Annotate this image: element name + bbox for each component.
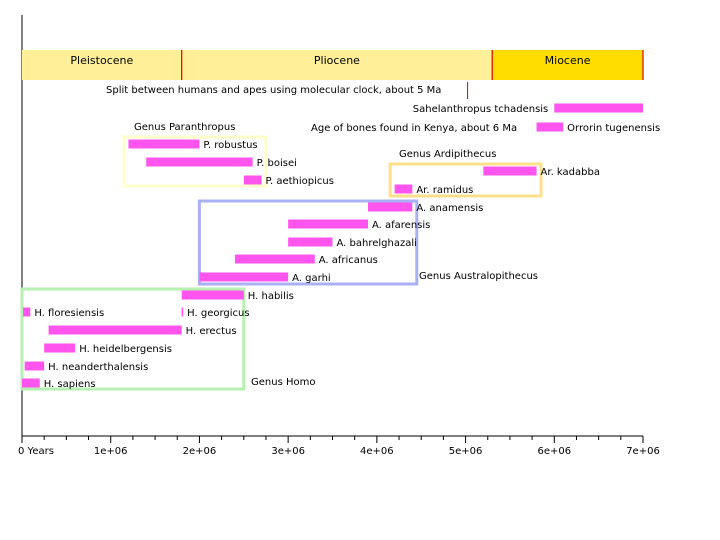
species-label-sahelanthropus-tchadensis: Sahelanthropus tchadensis — [413, 104, 548, 115]
species-label-h-sapiens: H. sapiens — [44, 379, 96, 390]
x-tick-label-7: 7e+06 — [626, 446, 660, 457]
species-bar-h-neanderthalensis — [24, 361, 45, 371]
epoch-band-pliocene — [181, 50, 493, 80]
species-bar-sahelanthropus-tchadensis — [554, 103, 643, 113]
species-bar-h-erectus — [48, 325, 182, 335]
species-bar-h-sapiens — [22, 378, 40, 388]
epoch-label-pleistocene: Pleistocene — [70, 54, 133, 67]
x-tick-label-3: 3e+06 — [271, 446, 305, 457]
annotation-kenya-bones: Age of bones found in Kenya, about 6 Ma — [311, 123, 517, 134]
species-label-p-aethiopicus: P. aethiopicus — [266, 176, 334, 187]
species-label-ar-kadabba: Ar. kadabba — [541, 167, 600, 178]
genus-box-genus-ardipithecus — [388, 162, 543, 198]
species-label-ar-ramidus: Ar. ramidus — [416, 185, 473, 196]
species-bar-h-georgicus — [181, 307, 184, 317]
species-bar-ar-ramidus — [394, 184, 413, 194]
species-bar-p-aethiopicus — [243, 175, 262, 185]
species-bar-a-anamensis — [367, 202, 413, 212]
species-label-p-boisei: P. boisei — [257, 158, 297, 169]
species-bar-a-bahrelghazali — [288, 237, 333, 247]
species-label-h-habilis: H. habilis — [248, 291, 294, 302]
species-label-h-georgicus: H. georgicus — [187, 308, 249, 319]
species-label-a-garhi: A. garhi — [292, 273, 331, 284]
x-tick-label-1: 1e+06 — [94, 446, 128, 457]
species-bar-orrorin-tugenensis — [536, 122, 564, 132]
epoch-band-miocene — [492, 50, 643, 80]
species-label-a-anamensis: A. anamensis — [416, 203, 483, 214]
genus-label-genus-paranthropus: Genus Paranthropus — [134, 122, 235, 133]
species-bar-a-garhi — [199, 272, 289, 282]
x-tick-label-5: 5e+06 — [449, 446, 483, 457]
species-bar-p-boisei — [146, 157, 253, 167]
x-tick-label-6: 6e+06 — [537, 446, 571, 457]
species-bar-h-habilis — [181, 290, 244, 300]
x-tick-label-0: 0 Years — [18, 446, 54, 457]
species-bar-a-africanus — [234, 254, 315, 264]
x-tick-label-2: 2e+06 — [183, 446, 217, 457]
species-label-a-africanus: A. africanus — [319, 255, 378, 266]
species-label-a-bahrelghazali: A. bahrelghazali — [337, 238, 417, 249]
epoch-label-pliocene: Pliocene — [314, 54, 360, 67]
species-label-h-floresiensis: H. floresiensis — [34, 308, 104, 319]
species-label-h-heidelbergensis: H. heidelbergensis — [79, 344, 172, 355]
species-bar-h-floresiensis — [23, 307, 31, 317]
genus-label-genus-australopithecus: Genus Australopithecus — [419, 271, 538, 282]
x-tick-label-4: 4e+06 — [360, 446, 394, 457]
species-label-h-neanderthalensis: H. neanderthalensis — [48, 362, 148, 373]
species-label-a-afarensis: A. afarensis — [372, 220, 430, 231]
species-bar-h-heidelbergensis — [44, 343, 76, 353]
genus-label-genus-homo: Genus Homo — [251, 377, 315, 388]
genus-box-genus-australopithecus — [197, 199, 419, 286]
genus-label-genus-ardipithecus: Genus Ardipithecus — [399, 149, 496, 160]
genus-box-genus-paranthropus — [122, 135, 268, 188]
species-bar-ar-kadabba — [483, 166, 537, 176]
species-label-h-erectus: H. erectus — [186, 326, 237, 337]
genus-box-genus-homo — [20, 287, 246, 391]
species-bar-a-afarensis — [288, 219, 368, 229]
annotation-molecular-clock: Split between humans and apes using mole… — [106, 85, 441, 96]
epoch-label-miocene: Miocene — [545, 54, 591, 67]
species-label-p-robustus: P. robustus — [203, 140, 257, 151]
species-label-orrorin-tugenensis: Orrorin tugenensis — [567, 123, 660, 134]
species-bar-p-robustus — [128, 139, 200, 149]
epoch-band-pleistocene — [22, 50, 182, 80]
